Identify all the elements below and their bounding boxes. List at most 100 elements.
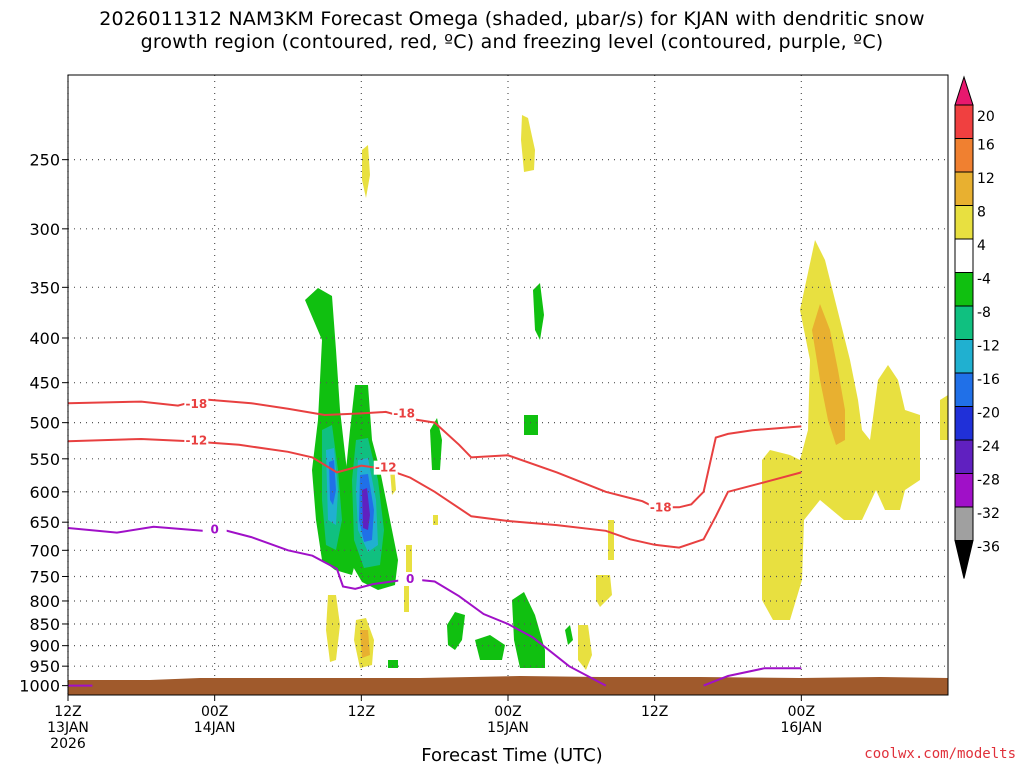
colorbar-label: -16 [977,372,1000,388]
colorbar-label: -28 [977,473,1000,489]
freezing-level-contour [703,667,802,687]
omega-region [596,575,612,607]
colorbar-cell [954,205,974,240]
omega-region [578,625,592,670]
colorbar-label: -36 [977,540,1000,556]
contour-label: 0 [406,572,414,586]
credit-text: coolwx.com/modelts [864,746,1016,762]
colorbar-cell [954,506,974,541]
x-tick-label: 12Z [54,704,81,720]
colorbar-cell [954,473,974,508]
colorbar-cell [954,339,974,374]
omega-region [524,415,538,435]
colorbar-cap-bottom [954,540,974,579]
omega-region [433,515,438,525]
contour-label-bg [398,572,423,587]
y-tick-label: 300 [29,220,60,239]
y-tick-label: 550 [29,450,60,469]
colorbar-cell [954,439,974,474]
y-tick-label: 600 [29,483,60,502]
y-tick-label: 850 [29,615,60,634]
colorbar-cell [954,238,974,273]
x-tick-label: 00Z [788,704,815,720]
y-tick-label: 500 [29,414,60,433]
colorbar-cap-top [954,75,974,106]
x-tick-label: 00Z [201,704,228,720]
x-tick-label: 12Z [641,704,668,720]
contour-label-bg [648,500,673,515]
x-tick-label: 14JAN [194,720,236,736]
contour-label: -18 [650,500,672,514]
dendritic-contour [68,437,802,549]
omega-region [326,595,340,662]
y-tick-label: 350 [29,278,60,297]
contour-label-bg [373,460,398,475]
y-tick-label: 400 [29,329,60,348]
x-tick-label: 00Z [494,704,521,720]
omega-region [362,145,370,198]
colorbar-cell [954,372,974,407]
y-tick-label: 750 [29,567,60,586]
colorbar-label: 12 [977,171,995,187]
colorbar-cell [954,171,974,206]
y-tick-label: 450 [29,374,60,393]
x-tick-label: 15JAN [487,720,529,736]
colorbar-label: 8 [977,205,986,221]
contour-label-bg [202,522,227,537]
contour-label: -18 [393,406,415,420]
colorbar-cell [954,406,974,441]
colorbar-label: -8 [977,305,991,321]
y-tick-label: 1000 [19,677,60,696]
contour-label-bg [184,396,209,411]
x-tick-label: 13JAN [47,720,89,736]
x-axis-title: Forecast Time (UTC) [421,745,603,766]
omega-region [447,612,465,650]
omega-region [812,304,845,445]
ground-surface [68,676,948,695]
colorbar-cell [954,272,974,307]
x-tick-label: 16JAN [780,720,822,736]
omega-region [565,625,573,645]
omega-region [404,585,409,612]
y-axis: 250 300 350 400 450 500 550 600 650 700 750 800 850 9… [19,151,68,696]
colorbar-label: 4 [977,238,986,254]
y-tick-label: 650 [29,513,60,532]
omega-region [388,660,398,668]
omega-region [360,630,370,658]
colorbar-label: -12 [977,339,1000,355]
y-tick-label: 250 [29,151,60,170]
omega-region [406,545,412,575]
contour-layer: -18 -18 -18 -12 -12 0 0 [68,396,802,687]
colorbar-label: -4 [977,272,991,288]
contour-label: -18 [185,397,207,411]
y-tick-label: 950 [29,657,60,676]
contour-label-bg [184,433,209,448]
x-tick-label: 12Z [348,704,375,720]
contour-label: 0 [210,523,218,537]
colorbar-cell [954,305,974,340]
omega-region [512,592,545,668]
contour-label: -12 [375,461,397,475]
omega-region [608,520,614,560]
omega-region [533,283,544,340]
y-tick-label: 700 [29,541,60,560]
y-tick-label: 900 [29,637,60,656]
colorbar-cell [954,138,974,173]
colorbar-label: -20 [977,406,1000,422]
title-line-1: 2026011312 NAM3KM Forecast Omega (shaded… [99,8,925,30]
x-tick-label: 2026 [50,736,86,752]
y-tick-label: 800 [29,592,60,611]
contour-label-bg [392,406,417,421]
omega-region [521,115,535,172]
colorbar-cell [954,104,974,139]
title-line-2: growth region (contoured, red, ºC) and f… [140,31,884,53]
dendritic-contour [68,398,802,509]
colorbar-label: -32 [977,506,1000,522]
omega-shading [305,115,948,670]
colorbar: 20 16 12 8 4 -4 -8 -12 -16 -20 -24 -28 -32 -36 [954,75,1000,579]
omega-region [430,418,442,470]
omega-region [940,395,948,440]
omega-region [475,635,505,660]
